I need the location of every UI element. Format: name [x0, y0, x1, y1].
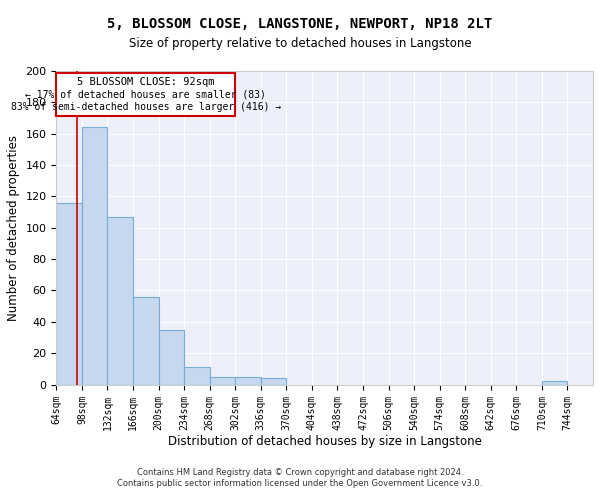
Bar [56, 202, 82, 384]
Bar [209, 376, 235, 384]
Bar [82, 128, 107, 384]
Text: Contains HM Land Registry data © Crown copyright and database right 2024.
Contai: Contains HM Land Registry data © Crown c… [118, 468, 482, 487]
Bar [235, 376, 261, 384]
Bar [107, 217, 133, 384]
X-axis label: Distribution of detached houses by size in Langstone: Distribution of detached houses by size … [168, 435, 482, 448]
Y-axis label: Number of detached properties: Number of detached properties [7, 134, 20, 320]
Text: ← 17% of detached houses are smaller (83): ← 17% of detached houses are smaller (83… [25, 90, 266, 100]
FancyBboxPatch shape [56, 72, 235, 117]
Text: 5 BLOSSOM CLOSE: 92sqm: 5 BLOSSOM CLOSE: 92sqm [77, 77, 215, 87]
Text: Size of property relative to detached houses in Langstone: Size of property relative to detached ho… [128, 38, 472, 51]
Bar [184, 368, 209, 384]
Bar [542, 382, 568, 384]
Text: 5, BLOSSOM CLOSE, LANGSTONE, NEWPORT, NP18 2LT: 5, BLOSSOM CLOSE, LANGSTONE, NEWPORT, NP… [107, 18, 493, 32]
Text: 83% of semi-detached houses are larger (416) →: 83% of semi-detached houses are larger (… [11, 102, 281, 113]
Bar [158, 330, 184, 384]
Bar [133, 296, 158, 384]
Bar [261, 378, 286, 384]
